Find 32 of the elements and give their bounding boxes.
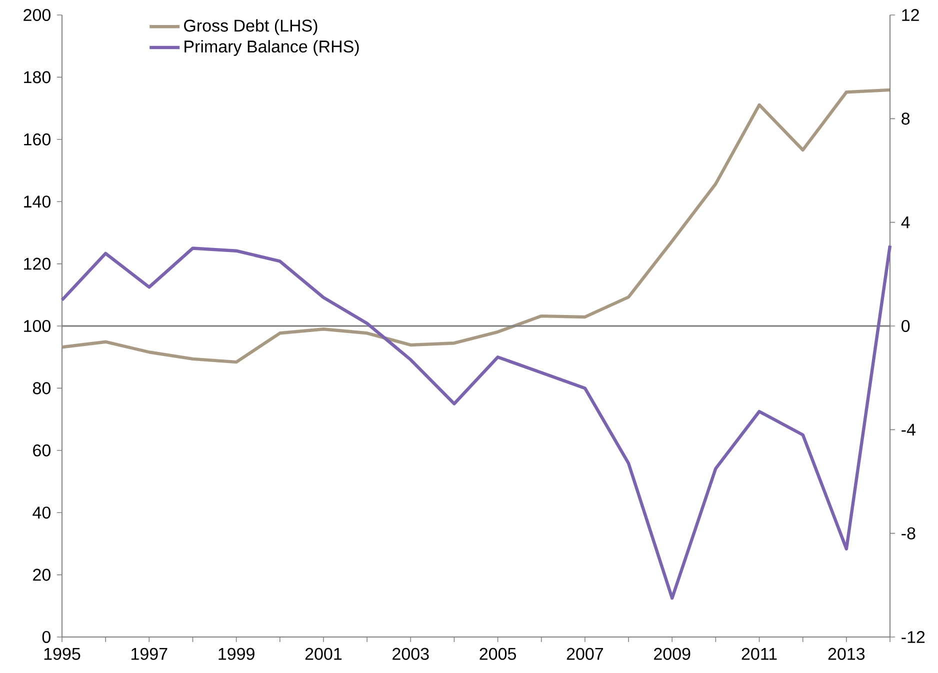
x-tick-label: 1995 [44, 648, 80, 660]
x-tick-label: 2009 [654, 648, 690, 660]
y2-tick-label: -4 [902, 424, 916, 436]
y2-tick-label: 4 [901, 216, 910, 228]
y-tick-label: 160 [24, 133, 50, 146]
x-tick-label: 1999 [218, 648, 254, 660]
legend-label: Primary Balance (RHS) [184, 40, 359, 56]
x-tick-label: 1997 [132, 648, 168, 660]
y-tick-label: 100 [24, 320, 50, 332]
x-tick-label: 2007 [566, 648, 603, 660]
y-tick-label: 180 [24, 71, 50, 84]
x-tick-label: 2001 [305, 648, 342, 660]
x-tick-label: 2005 [480, 648, 516, 660]
y2-tick-label: -12 [902, 631, 925, 643]
x-tick-label: 2003 [392, 648, 429, 660]
y2-tick-label: -8 [902, 527, 916, 540]
y-tick-label: 20 [33, 568, 50, 581]
y-tick-label: 0 [42, 630, 50, 644]
y-tick-label: 120 [24, 258, 50, 270]
y-tick-label: 80 [32, 382, 50, 394]
y2-tick-label: 0 [902, 320, 910, 332]
line-series [60, 88, 892, 364]
x-tick-label: 2013 [828, 648, 865, 660]
y-tick-label: 200 [24, 8, 50, 22]
legend-label: Gross Debt (LHS) [184, 19, 318, 36]
x-tick-label: 2011 [742, 648, 777, 660]
y2-tick-label: 12 [902, 9, 919, 21]
y-tick-label: 60 [33, 444, 50, 456]
y2-tick-label: 8 [902, 112, 910, 125]
line-series [60, 244, 892, 600]
y-tick-label: 140 [24, 196, 50, 208]
y-tick-label: 40 [32, 506, 50, 519]
